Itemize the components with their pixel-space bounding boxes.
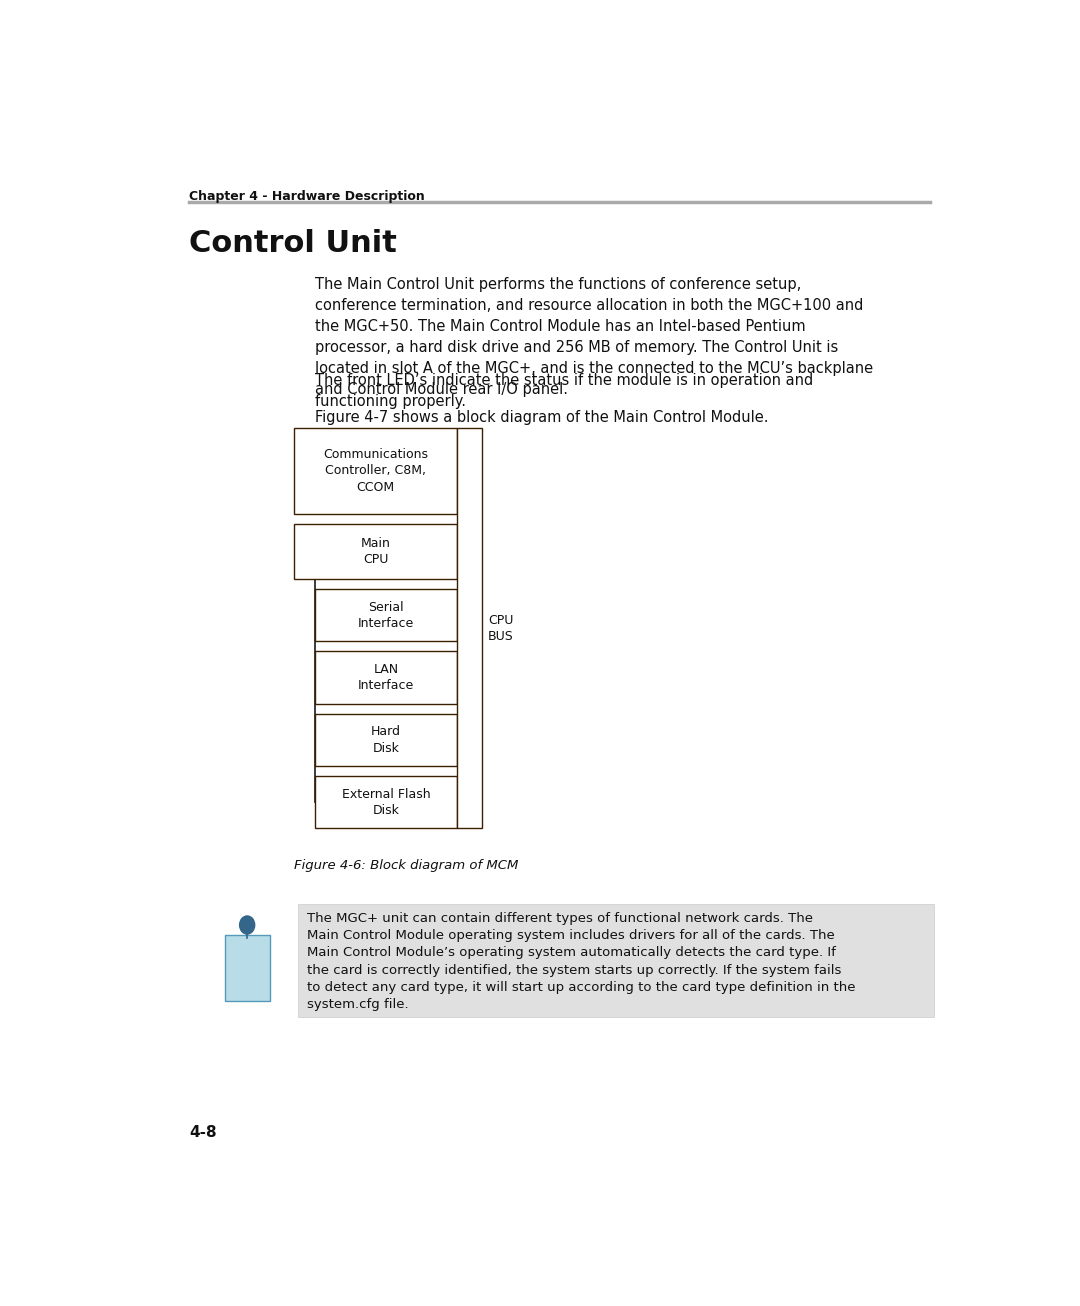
Text: The Main Control Unit performs the functions of conference setup,
conference ter: The Main Control Unit performs the funct… [315,277,873,397]
Text: Main
CPU: Main CPU [361,537,391,567]
Text: Serial
Interface: Serial Interface [357,601,415,629]
Text: LAN
Interface: LAN Interface [357,663,415,692]
Text: The front LED’s indicate the status if the module is in operation and
functionin: The front LED’s indicate the status if t… [315,374,813,409]
FancyBboxPatch shape [294,524,457,579]
Text: 4-8: 4-8 [189,1126,217,1140]
Text: Control Unit: Control Unit [189,229,397,259]
FancyBboxPatch shape [225,935,270,1002]
FancyBboxPatch shape [315,652,457,704]
Circle shape [240,916,255,934]
Text: CPU
BUS: CPU BUS [488,614,514,643]
FancyBboxPatch shape [315,714,457,767]
Text: Hard
Disk: Hard Disk [372,725,401,755]
FancyBboxPatch shape [298,904,934,1016]
FancyBboxPatch shape [315,776,457,828]
Text: Figure 4-7 shows a block diagram of the Main Control Module.: Figure 4-7 shows a block diagram of the … [315,410,769,426]
Text: The MGC+ unit can contain different types of functional network cards. The
Main : The MGC+ unit can contain different type… [307,912,855,1011]
FancyBboxPatch shape [457,428,483,828]
Text: Figure 4-6: Block diagram of MCM: Figure 4-6: Block diagram of MCM [294,858,518,871]
Text: Chapter 4 - Hardware Description: Chapter 4 - Hardware Description [189,189,426,202]
FancyBboxPatch shape [315,589,457,641]
Text: External Flash
Disk: External Flash Disk [341,788,431,818]
FancyBboxPatch shape [294,428,457,513]
Text: Communications
Controller, C8M,
CCOM: Communications Controller, C8M, CCOM [323,448,428,494]
